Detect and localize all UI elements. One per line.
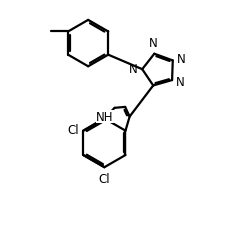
Text: NH: NH: [95, 110, 113, 123]
Text: Cl: Cl: [67, 123, 79, 137]
Text: N: N: [148, 37, 157, 50]
Text: N: N: [129, 62, 137, 75]
Text: N: N: [176, 52, 185, 65]
Text: Cl: Cl: [98, 173, 110, 185]
Text: N: N: [176, 75, 184, 88]
